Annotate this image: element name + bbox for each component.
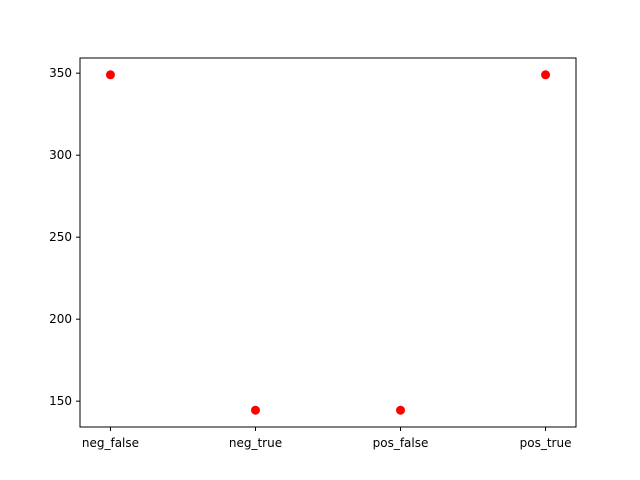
data-points (105, 70, 551, 415)
y-tick-label: 250 (49, 230, 72, 244)
plot-frame (79, 57, 577, 428)
x-tick-label: pos_true (520, 436, 572, 450)
data-point-neg-false (105, 70, 115, 80)
x-tick-label: neg_false (82, 436, 139, 450)
data-point-pos-true (541, 70, 551, 80)
data-point-pos-false (396, 405, 406, 415)
y-tick-label: 350 (49, 66, 72, 80)
y-tick-label: 200 (49, 312, 72, 326)
x-tick-label: pos_false (373, 436, 429, 450)
y-tick-label: 300 (49, 148, 72, 162)
data-point-neg-true (250, 405, 260, 415)
y-tick-label: 150 (49, 394, 72, 408)
plot-area (80, 58, 576, 427)
x-tick-label: neg_true (229, 436, 282, 450)
x-axis-ticks: neg_false neg_true pos_false pos_true (82, 427, 572, 450)
y-axis-ticks: 150 200 250 300 350 (49, 66, 80, 408)
